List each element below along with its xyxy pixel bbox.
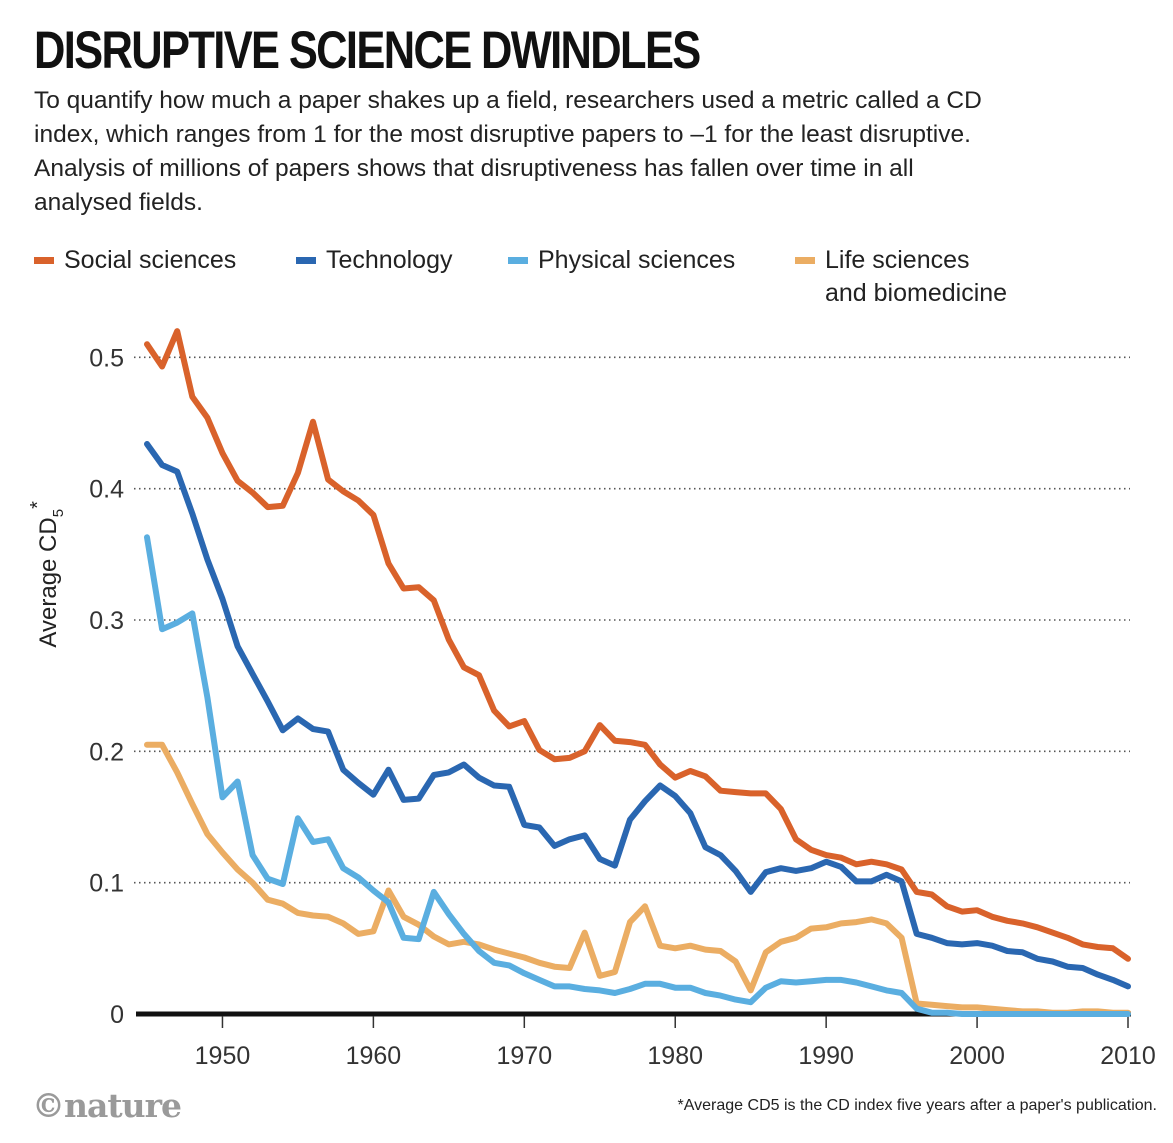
legend-swatch-technology: [296, 257, 316, 264]
legend-item-life-sciences: Life sciences and biomedicine: [795, 244, 1007, 310]
footnote: *Average CD5 is the CD index five years …: [677, 1097, 1157, 1114]
y-tick-label: 0: [110, 1001, 124, 1029]
series-line-physical-sciences: [144, 534, 1131, 1017]
x-tick-label: 2000: [949, 1042, 1005, 1070]
x-tick-label: 1950: [195, 1042, 251, 1070]
y-tick-label: 0.4: [89, 476, 124, 504]
grid: [134, 356, 1130, 884]
series-line-life-sciences: [144, 741, 1131, 1016]
legend-label-social-sciences: Social sciences: [64, 246, 237, 274]
legend-item-physical-sciences: Physical sciences: [508, 244, 735, 277]
legend-item-social-sciences: Social sciences: [34, 244, 236, 277]
series-line-social-sciences: [144, 328, 1131, 962]
y-tick-label: 0.2: [89, 738, 124, 766]
series-lines: [144, 328, 1131, 1017]
x-tick-label: 1970: [496, 1042, 552, 1070]
legend-swatch-physical-sciences: [508, 257, 528, 264]
legend-label-physical-sciences: Physical sciences: [538, 246, 736, 274]
legend-swatch-social-sciences: [34, 257, 54, 264]
axes: 0 0.1 0.2 0.3 0.4 0.5 1950 1960 1970 1980 1990 2000…: [89, 344, 1156, 1070]
x-tick-label: 1990: [798, 1042, 854, 1070]
x-tick-label: 1960: [346, 1042, 402, 1070]
series-line-technology: [144, 441, 1131, 990]
nature-logo: ©nature: [32, 1086, 182, 1125]
legend-label-life-sciences: Life sciences and biomedicine: [825, 246, 1008, 307]
chart-subtitle: To quantify how much a paper shakes up a…: [34, 87, 982, 216]
legend: Social sciences Technology Physical scie…: [34, 244, 1153, 314]
line-chart: 0 0.1 0.2 0.3 0.4 0.5 1950 1960 1970 1980 1990 2000…: [27, 328, 1156, 1070]
legend-item-technology: Technology: [296, 244, 452, 277]
legend-swatch-life-sciences: [795, 257, 815, 264]
legend-label-technology: Technology: [326, 246, 453, 274]
y-axis-label: Average CD5*: [27, 501, 67, 648]
y-tick-label: 0.3: [89, 607, 124, 635]
x-tick-label: 2010: [1100, 1042, 1156, 1070]
y-tick-label: 0.1: [89, 870, 124, 898]
chart-title: DISRUPTIVE SCIENCE DWINDLES: [34, 21, 701, 80]
y-tick-label: 0.5: [89, 344, 124, 372]
x-tick-label: 1980: [647, 1042, 703, 1070]
